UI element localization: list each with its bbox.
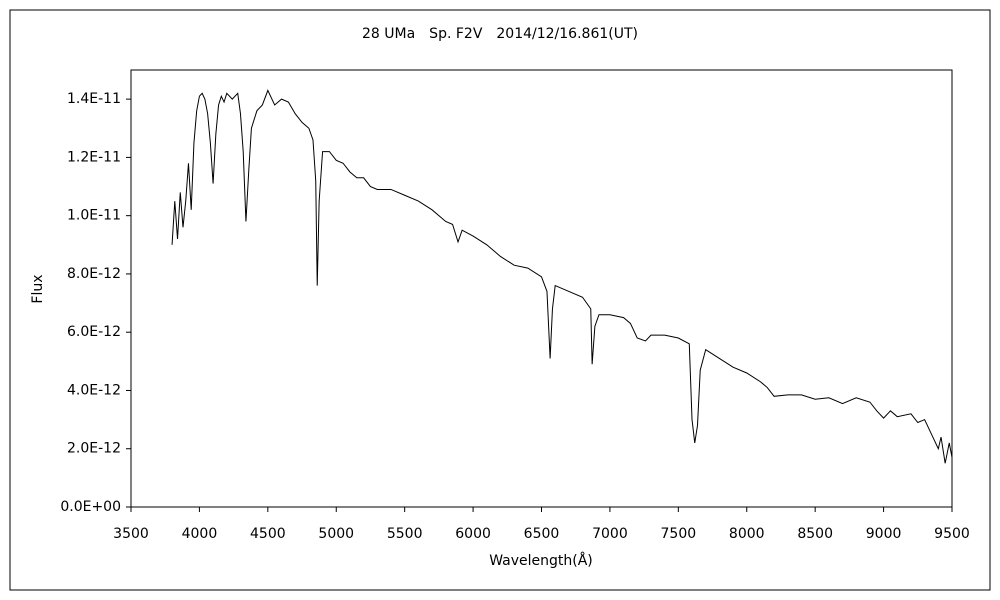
x-tick-label: 6500	[524, 526, 560, 542]
chart-frame	[9, 9, 991, 591]
y-tick-label: 4.0E-12	[67, 382, 121, 398]
y-tick-label: 8.0E-12	[67, 266, 121, 282]
y-tick-label: 1.4E-11	[67, 91, 121, 107]
x-tick-label: 3500	[113, 526, 149, 542]
x-tick-label: 7500	[661, 526, 697, 542]
x-axis-label: Wavelength(Å)	[489, 552, 593, 569]
x-tick-label: 8500	[797, 526, 833, 542]
x-tick-label: 8000	[729, 526, 765, 542]
y-tick-label: 1.2E-11	[67, 149, 121, 165]
y-tick-label: 0.0E+00	[60, 499, 121, 515]
x-tick-label: 6000	[455, 526, 491, 542]
y-tick-label: 1.0E-11	[67, 208, 121, 224]
x-tick-label: 4000	[182, 526, 218, 542]
y-axis-label: Flux	[30, 274, 46, 303]
y-tick-label: 2.0E-12	[67, 441, 121, 457]
x-tick-label: 7000	[592, 526, 628, 542]
x-tick-label: 9500	[934, 526, 970, 542]
x-tick-label: 4500	[250, 526, 286, 542]
x-tick-label: 5000	[318, 526, 354, 542]
chart-title: 28 UMa Sp. F2V 2014/12/16.861(UT)	[362, 26, 638, 42]
spectrum-line	[171, 89, 953, 464]
y-tick-label: 6.0E-12	[67, 324, 121, 340]
x-tick-label: 5500	[387, 526, 423, 542]
x-tick-label: 9000	[866, 526, 902, 542]
